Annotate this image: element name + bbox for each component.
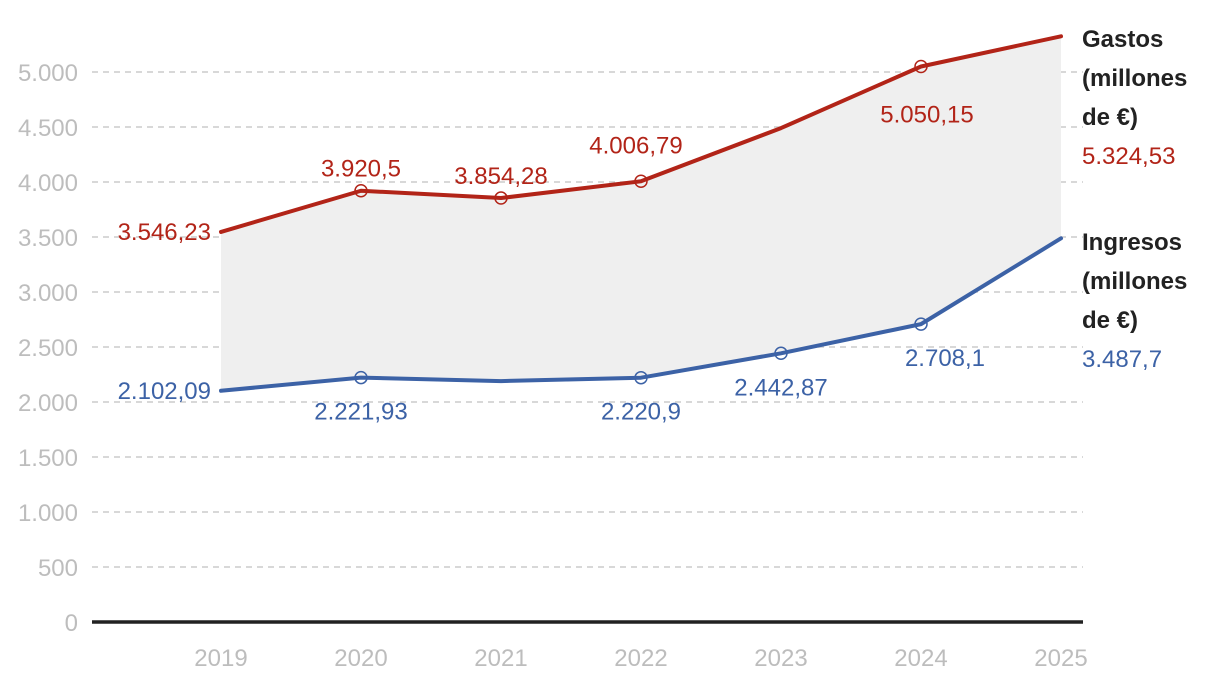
data-labels: 3.546,23 3.920,5 3.854,28 4.006,79 5.050,15 2… <box>118 101 985 425</box>
data-label: 3.854,28 <box>454 163 547 190</box>
y-tick-label: 500 <box>38 555 78 582</box>
x-tick-label: 2023 <box>754 645 807 672</box>
series-line <box>219 236 1063 393</box>
data-label: 2.220,9 <box>601 399 681 426</box>
data-marker <box>634 174 648 189</box>
data-label: 3.546,23 <box>118 219 211 246</box>
legend-value: 5.324,53 <box>1082 143 1175 170</box>
y-tick-label: 2.500 <box>18 335 78 362</box>
y-tick-label: 5.000 <box>18 60 78 87</box>
x-tick-label: 2019 <box>194 645 247 672</box>
data-marker <box>494 191 508 205</box>
gap-fill-area <box>221 36 1061 391</box>
data-label: 4.006,79 <box>589 132 682 159</box>
data-label: 5.050,15 <box>880 101 973 128</box>
legend-label: (millones <box>1082 268 1187 295</box>
data-label: 2.442,87 <box>734 374 827 401</box>
legend-label: (millones <box>1082 65 1187 92</box>
x-tick-label: 2020 <box>334 645 387 672</box>
y-tick-label: 3.000 <box>18 280 78 307</box>
data-label: 2.221,93 <box>314 399 407 426</box>
legend-label: Gastos <box>1082 26 1163 53</box>
y-tick-label: 0 <box>65 610 78 637</box>
y-tick-label: 3.500 <box>18 225 78 252</box>
data-marker <box>914 317 928 331</box>
legend-label: Ingresos <box>1082 229 1182 256</box>
y-tick-label: 1.000 <box>18 500 78 527</box>
y-tick-label: 2.000 <box>18 390 78 417</box>
data-marker <box>914 59 928 74</box>
x-tick-label: 2025 <box>1034 645 1087 672</box>
x-tick-label: 2021 <box>474 645 527 672</box>
data-marker <box>354 370 368 385</box>
x-tick-label: 2022 <box>614 645 667 672</box>
x-axis: 2019 2020 2021 2022 2023 2024 2025 <box>92 620 1088 672</box>
series-legend: Gastos (millones de €) 5.324,53 Ingresos (mil… <box>1082 26 1187 373</box>
y-tick-label: 1.500 <box>18 445 78 472</box>
legend-value: 3.487,7 <box>1082 346 1162 373</box>
y-axis: 0 500 1.000 1.500 2.000 2.500 3.000 3.500 4.000 4… <box>18 60 78 637</box>
data-markers <box>354 59 928 385</box>
x-tick-label: 2024 <box>894 645 947 672</box>
data-label: 2.708,1 <box>905 345 985 372</box>
y-tick-label: 4.000 <box>18 170 78 197</box>
legend-label: de €) <box>1082 104 1138 131</box>
series-line <box>219 34 1063 234</box>
data-marker <box>774 346 788 361</box>
data-label: 2.102,09 <box>118 378 211 405</box>
data-marker <box>634 370 648 385</box>
y-tick-label: 4.500 <box>18 115 78 142</box>
fill-between <box>221 36 1061 391</box>
data-marker <box>354 183 368 198</box>
data-label: 3.920,5 <box>321 156 401 183</box>
series-lines <box>219 34 1063 393</box>
legend-label: de €) <box>1082 307 1138 334</box>
